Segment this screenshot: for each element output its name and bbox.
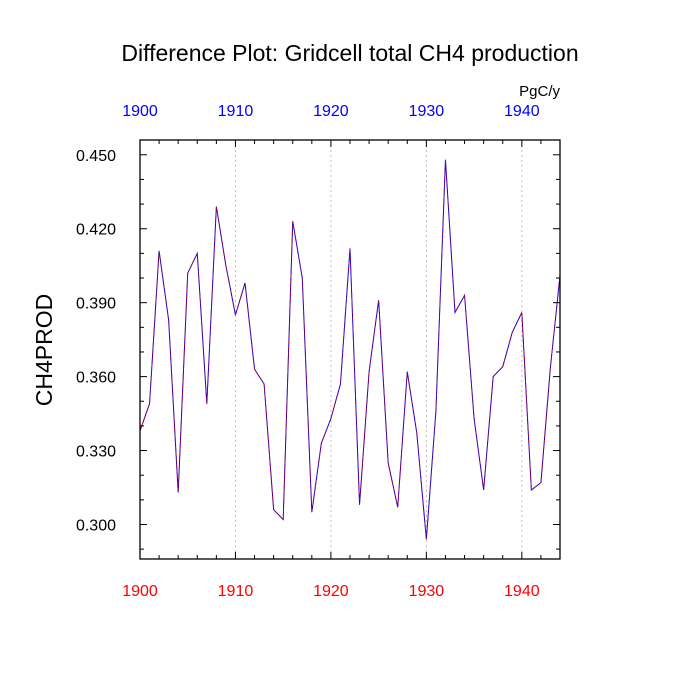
x-top-tick-label: 1910 <box>218 103 254 120</box>
x-tick-label: 1910 <box>218 583 254 600</box>
chart-title: Difference Plot: Gridcell total CH4 prod… <box>121 40 578 66</box>
x-tick-label: 1930 <box>409 583 445 600</box>
x-top-tick-label: 1930 <box>409 103 445 120</box>
gridlines <box>139 140 523 559</box>
y-axis-label: CH4PROD <box>31 294 57 406</box>
series-line-dashed <box>139 159 561 540</box>
y-tick-label: 0.420 <box>76 222 116 239</box>
series-lines <box>139 159 561 540</box>
y-tick-label: 0.450 <box>76 148 116 165</box>
x-top-tick-label: 1940 <box>504 103 540 120</box>
x-top-tick-label: 1920 <box>313 103 349 120</box>
y-tick-label: 0.390 <box>76 296 116 313</box>
x-tick-label: 1920 <box>313 583 349 600</box>
axis-ticks <box>139 140 561 559</box>
y-tick-label: 0.360 <box>76 370 116 387</box>
x-tick-label: 1900 <box>122 583 158 600</box>
tick-labels: 1900 1900 1910 1910 1920 1920 1930 1930 1940 1940… <box>76 103 540 600</box>
y-tick-label: 0.330 <box>76 444 116 461</box>
y-tick-label: 0.300 <box>76 517 116 534</box>
units-label: PgC/y <box>519 83 560 100</box>
x-top-tick-label: 1900 <box>122 103 158 120</box>
x-tick-label: 1940 <box>504 583 540 600</box>
